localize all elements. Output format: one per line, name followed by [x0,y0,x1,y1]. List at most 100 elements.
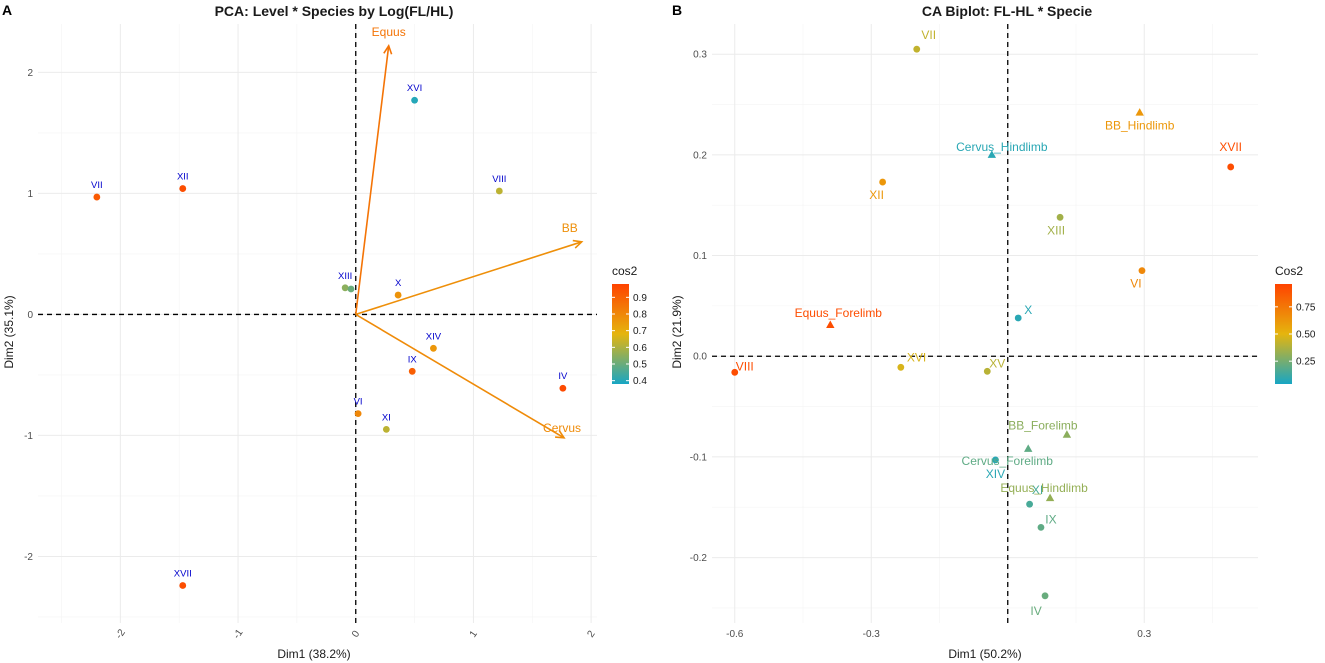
row-label: IX [1045,512,1056,526]
column-point [987,150,997,158]
column-label: Cervus_Forelimb [962,454,1054,468]
row-point [731,368,739,376]
panel-b-reference-lines [712,24,1258,623]
legend-tick-label: 0.8 [633,310,647,321]
row-label: IV [1030,604,1041,618]
arrow-label-bb: BB [562,221,578,235]
legend-tick-label: 0.4 [633,376,647,387]
arrow-label-cervus: Cervus [543,421,581,435]
row-label: XVI [907,350,926,364]
y-tick-label: 0 [27,310,33,321]
panel-b-legend-ticks: 0.25 0.50 0.75 [1275,302,1316,368]
y-tick-label: 1 [27,189,33,200]
individual-point [430,344,437,352]
panel-b-colorbar [1275,284,1292,384]
panel-a-x-axis-title: Dim1 (38.2%) [277,647,350,661]
row-point [1056,213,1064,221]
panel-a-x-ticks: -2 -1 0 1 2 [114,627,598,641]
legend-tick-label: 0.50 [1296,330,1316,341]
row-point [913,45,921,53]
x-tick-label: 1 [468,628,480,639]
x-tick-label: 0 [350,628,362,639]
panel-a-colorbar [612,284,629,384]
y-tick-label: 0.2 [693,150,707,161]
x-tick-label: -2 [114,627,128,641]
point-label: XII [177,172,189,183]
row-label: XII [869,188,884,202]
legend-tick-label: 0.75 [1296,302,1316,313]
individual-point [411,96,418,104]
row-label: XIV [986,467,1005,481]
row-label: XIII [1047,223,1065,237]
legend-tick-label: 0.25 [1296,357,1316,368]
x-tick-label: 2 [585,628,597,639]
column-label: BB_Forelimb [1008,419,1078,433]
individual-point [559,384,567,392]
y-tick-label: -0.2 [690,553,708,564]
panel-a-y-axis-title: Dim2 (35.1%) [2,295,16,368]
variable-arrow-cervus [355,313,565,439]
row-label: XI [1032,483,1043,497]
panel-a-grid [38,24,597,623]
arrow-head [383,43,393,55]
row-label: VIII [736,359,754,373]
panel-b-ca-biplot: B CA Biplot: FL-HL * Specie VIIXVIIXIIXI… [670,2,1316,661]
panel-a-points: VII XII XVI VIII XIII X XIV IX IV VI XI XVII [91,83,568,589]
individual-point [354,410,362,418]
panel-b-y-ticks: -0.2 -0.1 0.0 0.1 0.2 0.3 [690,50,708,564]
column-label: Equus_Forelimb [795,306,883,320]
row-point [1138,267,1146,275]
row-label: X [1024,303,1032,317]
point-label: IX [408,354,418,365]
individual-point [382,425,390,433]
panel-b-legend: Cos2 0.25 0.50 0.75 [1275,264,1316,384]
y-tick-label: -1 [24,431,33,442]
row-label: XV [989,356,1005,370]
panel-a-title: PCA: Level * Species by Log(FL/HL) [215,3,454,19]
individual-point [408,367,416,375]
panel-a-tag: A [2,2,12,18]
column-point [1024,444,1033,452]
column-point [1045,493,1055,502]
x-tick-label: -0.3 [863,629,881,640]
y-tick-label: -0.1 [690,452,708,463]
row-point [1026,500,1033,508]
point-label: XI [382,412,391,423]
legend-tick-label: 0.6 [633,343,647,354]
point-label: VI [354,397,363,408]
row-point [1037,523,1045,531]
individual-point [179,185,187,192]
column-point [826,320,835,329]
row-point [897,363,905,371]
panel-b-grid [712,24,1258,623]
variable-arrow-equus [354,45,390,315]
panel-b-points: VII XVII XII XIII VI X VIII XVI XV XIV XI IX IV BB_Hi… [731,28,1242,618]
y-tick-label: -2 [24,552,33,563]
panel-a-pca: A PCA: Level * Species by Log(FL/HL) Equ… [2,2,647,661]
panel-a-legend-ticks: 0.4 0.5 0.6 0.7 0.8 0.9 [612,293,647,387]
row-label: VII [921,28,936,42]
column-point [1062,430,1072,438]
point-label: XVII [174,568,192,579]
individual-point [179,582,187,589]
individual-point [495,187,503,195]
row-point [1227,163,1235,171]
point-label: X [395,278,402,289]
arrow-label-equus: Equus [372,25,406,39]
x-tick-label: -1 [231,627,245,641]
y-tick-label: 0.1 [693,251,707,262]
column-label: BB_Hindlimb [1105,119,1175,133]
individual-point [394,291,402,299]
panel-a-arrows: Equus BB Cervus [354,25,584,439]
variable-arrow-bb [355,241,582,316]
panel-b-x-ticks: -0.6 -0.3 0.3 [726,629,1152,640]
legend-tick-label: 0.5 [633,360,647,371]
panel-a-reference-lines [38,24,597,623]
column-point [1135,108,1144,116]
row-point [1014,314,1022,322]
panel-a-legend-title: cos2 [612,264,638,278]
panel-b-legend-title: Cos2 [1275,264,1303,278]
panel-a-legend: cos2 0.4 0.5 0.6 0.7 0.8 0.9 [612,264,647,387]
y-tick-label: 0.3 [693,50,707,61]
